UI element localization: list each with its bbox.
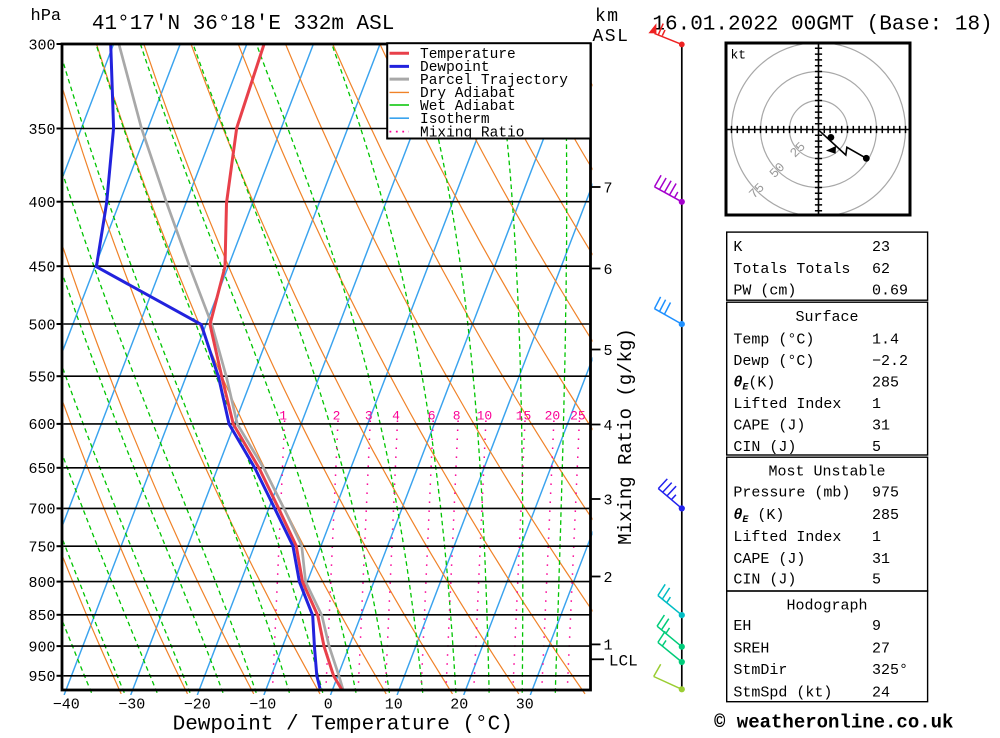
svg-text:StmDir: StmDir — [733, 662, 787, 679]
svg-text:Lifted Index: Lifted Index — [733, 396, 841, 413]
svg-text:285: 285 — [872, 507, 899, 524]
svg-text:−20: −20 — [184, 697, 211, 714]
svg-text:Dewp (°C): Dewp (°C) — [733, 353, 814, 370]
svg-text:Dewpoint: Dewpoint — [420, 60, 490, 76]
svg-text:Mixing Ratio: Mixing Ratio — [420, 125, 524, 141]
svg-text:Dry Adiabat: Dry Adiabat — [420, 86, 516, 102]
svg-text:Wet Adiabat: Wet Adiabat — [420, 99, 516, 115]
svg-text:−30: −30 — [118, 697, 145, 714]
svg-text:Hodograph: Hodograph — [786, 597, 867, 614]
svg-text:10: 10 — [385, 697, 403, 714]
svg-text:5: 5 — [872, 439, 881, 456]
svg-text:ASL: ASL — [593, 27, 630, 47]
svg-text:Temp (°C): Temp (°C) — [733, 332, 814, 349]
svg-text:Dewpoint / Temperature (°C): Dewpoint / Temperature (°C) — [173, 714, 513, 734]
svg-text:300: 300 — [28, 37, 55, 54]
svg-text:7: 7 — [604, 180, 613, 197]
svg-text:hPa: hPa — [31, 7, 62, 26]
svg-text:2: 2 — [333, 409, 341, 424]
svg-text:CIN (J): CIN (J) — [733, 439, 796, 456]
svg-text:9: 9 — [872, 618, 881, 635]
svg-text:1: 1 — [279, 409, 287, 424]
svg-text:4: 4 — [604, 418, 613, 435]
svg-text:θE(K): θE(K) — [733, 375, 775, 394]
svg-text:K: K — [733, 239, 742, 256]
svg-text:24: 24 — [872, 685, 890, 702]
svg-text:km: km — [595, 7, 620, 27]
svg-text:850: 850 — [28, 608, 55, 625]
svg-text:3: 3 — [365, 409, 373, 424]
svg-text:Temperature: Temperature — [420, 47, 516, 63]
svg-text:0.69: 0.69 — [872, 283, 908, 300]
svg-text:−10: −10 — [249, 697, 276, 714]
svg-text:10: 10 — [477, 409, 493, 424]
svg-text:750: 750 — [28, 540, 55, 557]
svg-text:Totals Totals: Totals Totals — [733, 261, 850, 278]
svg-text:Most Unstable: Most Unstable — [768, 463, 885, 480]
svg-text:650: 650 — [28, 461, 55, 478]
svg-text:−40: −40 — [53, 697, 80, 714]
svg-text:950: 950 — [28, 669, 55, 686]
svg-text:CAPE (J): CAPE (J) — [733, 551, 805, 568]
svg-text:800: 800 — [28, 575, 55, 592]
svg-text:6: 6 — [604, 262, 613, 279]
svg-text:550: 550 — [28, 370, 55, 387]
svg-text:0: 0 — [324, 697, 333, 714]
svg-text:350: 350 — [28, 122, 55, 139]
svg-text:6: 6 — [428, 409, 436, 424]
svg-text:Lifted Index: Lifted Index — [733, 529, 841, 546]
svg-text:CAPE (J): CAPE (J) — [733, 418, 805, 435]
svg-text:Isotherm: Isotherm — [420, 112, 490, 128]
svg-text:3: 3 — [604, 492, 613, 509]
svg-text:5: 5 — [872, 571, 881, 588]
svg-text:EH: EH — [733, 618, 751, 635]
svg-text:31: 31 — [872, 551, 890, 568]
svg-text:8: 8 — [453, 409, 461, 424]
svg-text:θE (K): θE (K) — [733, 507, 784, 526]
svg-text:20: 20 — [545, 409, 561, 424]
svg-text:285: 285 — [872, 375, 899, 392]
svg-text:500: 500 — [28, 317, 55, 334]
svg-text:Pressure (mb): Pressure (mb) — [733, 485, 850, 502]
svg-text:62: 62 — [872, 261, 890, 278]
svg-text:StmSpd (kt): StmSpd (kt) — [733, 685, 832, 702]
svg-text:Parcel Trajectory: Parcel Trajectory — [420, 73, 568, 89]
svg-text:5: 5 — [604, 343, 613, 360]
svg-text:30: 30 — [516, 697, 534, 714]
svg-text:16.01.2022 00GMT (Base: 18): 16.01.2022 00GMT (Base: 18) — [652, 14, 992, 37]
svg-text:Mixing Ratio (g/kg): Mixing Ratio (g/kg) — [615, 328, 637, 545]
svg-text:PW (cm): PW (cm) — [733, 283, 796, 300]
svg-text:4: 4 — [392, 409, 400, 424]
svg-text:20: 20 — [450, 697, 468, 714]
svg-text:400: 400 — [28, 195, 55, 212]
svg-text:900: 900 — [28, 639, 55, 656]
svg-text:31: 31 — [872, 418, 890, 435]
svg-text:41°17'N 36°18'E 332m ASL: 41°17'N 36°18'E 332m ASL — [92, 13, 394, 36]
svg-text:23: 23 — [872, 239, 890, 256]
svg-text:CIN (J): CIN (J) — [733, 571, 796, 588]
svg-text:SREH: SREH — [733, 641, 769, 658]
svg-text:Surface: Surface — [795, 309, 858, 326]
svg-text:LCL: LCL — [609, 653, 638, 671]
svg-text:2: 2 — [604, 570, 613, 587]
svg-text:−2.2: −2.2 — [872, 353, 908, 370]
svg-text:27: 27 — [872, 641, 890, 658]
svg-text:700: 700 — [28, 502, 55, 519]
svg-text:600: 600 — [28, 417, 55, 434]
svg-text:15: 15 — [516, 409, 532, 424]
svg-text:1: 1 — [872, 396, 881, 413]
svg-text:kt: kt — [731, 47, 747, 62]
svg-text:975: 975 — [872, 485, 899, 502]
svg-text:325°: 325° — [872, 662, 908, 679]
svg-text:25: 25 — [570, 409, 586, 424]
svg-text:© weatheronline.co.uk: © weatheronline.co.uk — [714, 712, 953, 734]
svg-text:1: 1 — [604, 638, 613, 655]
svg-text:1.4: 1.4 — [872, 332, 899, 349]
svg-text:450: 450 — [28, 260, 55, 277]
svg-text:1: 1 — [872, 529, 881, 546]
